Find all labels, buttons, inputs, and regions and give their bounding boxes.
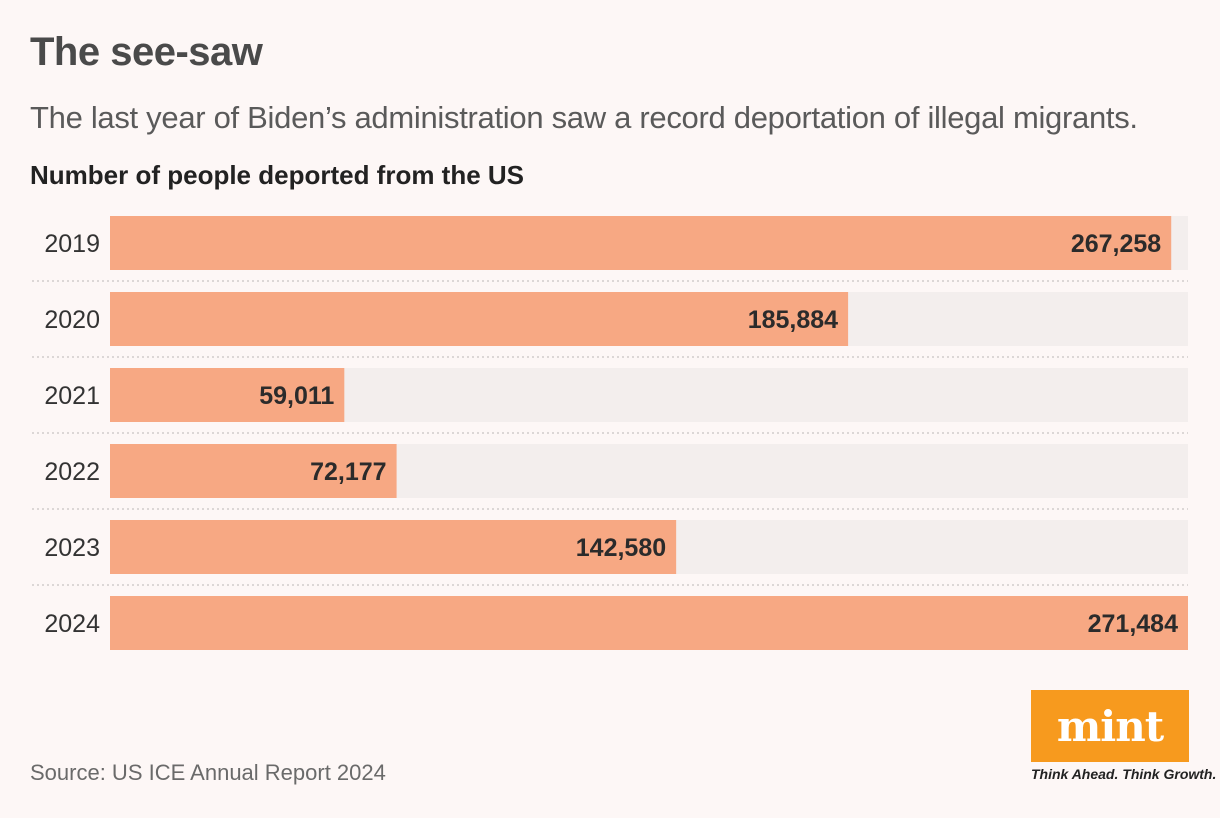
bar-2022 <box>110 444 397 498</box>
category-label-2023: 2023 <box>44 534 100 562</box>
bar-2024 <box>110 596 1188 650</box>
bar-2023 <box>110 520 677 574</box>
category-label-2019: 2019 <box>44 230 100 258</box>
bar-chart: 2019 267,258 2020 185,884 2021 59,011 2022 72,1… <box>32 216 1188 650</box>
category-label-2021: 2021 <box>44 382 100 410</box>
value-label-2024: 271,484 <box>1088 610 1178 638</box>
chart-title: Number of people deported from the US <box>30 160 525 190</box>
value-label-2020: 185,884 <box>748 306 838 334</box>
brand-tagline: Think Ahead. Think Growth. <box>1031 766 1217 782</box>
value-label-2022: 72,177 <box>310 458 386 486</box>
value-label-2019: 267,258 <box>1071 230 1161 258</box>
chart-headline: The see-saw <box>30 30 263 74</box>
source-note: Source: US ICE Annual Report 2024 <box>30 760 386 785</box>
logo-wordmark: mint <box>1056 701 1164 751</box>
category-label-2024: 2024 <box>44 610 100 638</box>
value-label-2021: 59,011 <box>259 382 334 410</box>
category-label-2022: 2022 <box>44 458 100 486</box>
chart-subtitle: The last year of Biden’s administration … <box>30 100 1138 135</box>
value-label-2023: 142,580 <box>576 534 666 562</box>
category-label-2020: 2020 <box>44 306 100 334</box>
mint-logo: mint <box>1031 690 1189 762</box>
bar-2021 <box>110 368 345 422</box>
bar-2020 <box>110 292 849 346</box>
bar-2019 <box>110 216 1172 270</box>
